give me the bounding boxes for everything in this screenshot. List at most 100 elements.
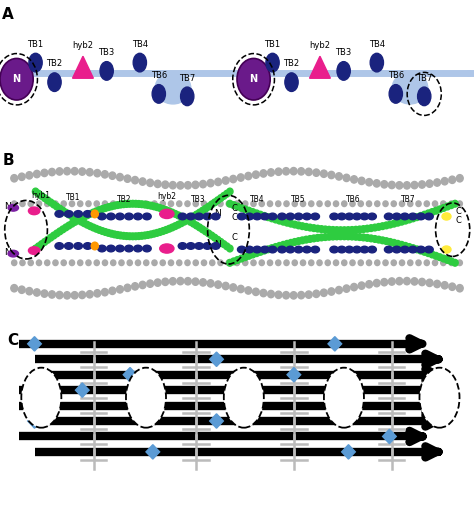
Ellipse shape [178,243,187,249]
Circle shape [36,201,42,206]
Circle shape [309,260,314,266]
Ellipse shape [0,59,33,100]
Circle shape [326,226,332,233]
Circle shape [210,260,215,266]
Circle shape [102,260,108,266]
Circle shape [275,168,282,176]
Circle shape [101,289,108,296]
Circle shape [109,231,115,237]
Circle shape [90,224,96,231]
Circle shape [317,260,322,266]
Circle shape [117,173,123,181]
Circle shape [202,205,209,212]
Circle shape [334,233,340,240]
Ellipse shape [64,243,73,249]
Polygon shape [210,352,223,366]
Circle shape [26,172,33,179]
Circle shape [410,245,416,252]
Ellipse shape [83,243,92,249]
Circle shape [184,217,191,223]
Text: TB1: TB1 [66,193,81,202]
Circle shape [267,169,274,176]
Circle shape [299,223,306,230]
Ellipse shape [152,84,165,103]
Circle shape [391,220,397,227]
Ellipse shape [48,73,61,92]
Circle shape [243,260,248,266]
Circle shape [326,233,332,240]
Circle shape [374,201,380,206]
Text: TB2: TB2 [283,59,300,69]
Circle shape [383,260,388,266]
Text: hyb2: hyb2 [157,192,176,201]
Circle shape [101,171,108,178]
Circle shape [201,201,207,206]
Circle shape [78,260,83,266]
Circle shape [155,279,161,286]
Circle shape [139,178,146,185]
Text: TB2: TB2 [46,59,63,69]
Circle shape [261,247,267,254]
Circle shape [424,201,429,206]
Circle shape [41,290,48,297]
Text: TB6: TB6 [151,71,167,80]
Circle shape [34,170,40,178]
Circle shape [151,231,157,237]
Ellipse shape [303,213,311,220]
Circle shape [251,260,256,266]
Circle shape [124,175,131,182]
Ellipse shape [268,246,277,253]
Circle shape [259,260,264,266]
Circle shape [45,201,50,206]
Circle shape [162,181,169,188]
Polygon shape [210,414,223,428]
Ellipse shape [143,245,151,252]
Circle shape [210,201,215,206]
Polygon shape [310,56,330,78]
Circle shape [374,260,380,266]
Circle shape [449,201,454,206]
Circle shape [295,238,302,245]
Circle shape [184,182,191,189]
Circle shape [69,213,75,220]
Circle shape [265,246,271,253]
Circle shape [178,220,184,226]
Polygon shape [424,383,437,397]
Ellipse shape [330,213,338,220]
Circle shape [60,226,66,233]
Text: N: N [4,202,10,211]
Circle shape [163,207,169,213]
Circle shape [152,201,157,206]
Circle shape [276,201,281,206]
Circle shape [288,239,294,246]
Circle shape [307,236,313,242]
Ellipse shape [126,368,166,428]
Circle shape [187,219,193,225]
Circle shape [383,238,390,245]
Circle shape [191,213,197,220]
Circle shape [139,281,146,289]
Circle shape [292,238,298,245]
Ellipse shape [203,213,211,220]
Ellipse shape [353,213,361,220]
Circle shape [42,238,48,245]
Circle shape [319,226,325,233]
Circle shape [425,210,431,217]
Circle shape [133,200,139,207]
Ellipse shape [345,213,354,220]
Ellipse shape [285,73,298,92]
Circle shape [387,221,393,228]
Ellipse shape [442,246,451,253]
Circle shape [200,208,206,214]
Circle shape [185,260,190,266]
Text: N: N [214,240,221,249]
Circle shape [383,222,390,229]
Text: TB5: TB5 [292,195,306,204]
Circle shape [86,201,91,206]
Circle shape [209,201,215,208]
Text: TB2: TB2 [117,195,131,204]
Circle shape [187,215,193,222]
Ellipse shape [278,213,286,220]
Circle shape [144,201,149,206]
Ellipse shape [253,246,262,253]
